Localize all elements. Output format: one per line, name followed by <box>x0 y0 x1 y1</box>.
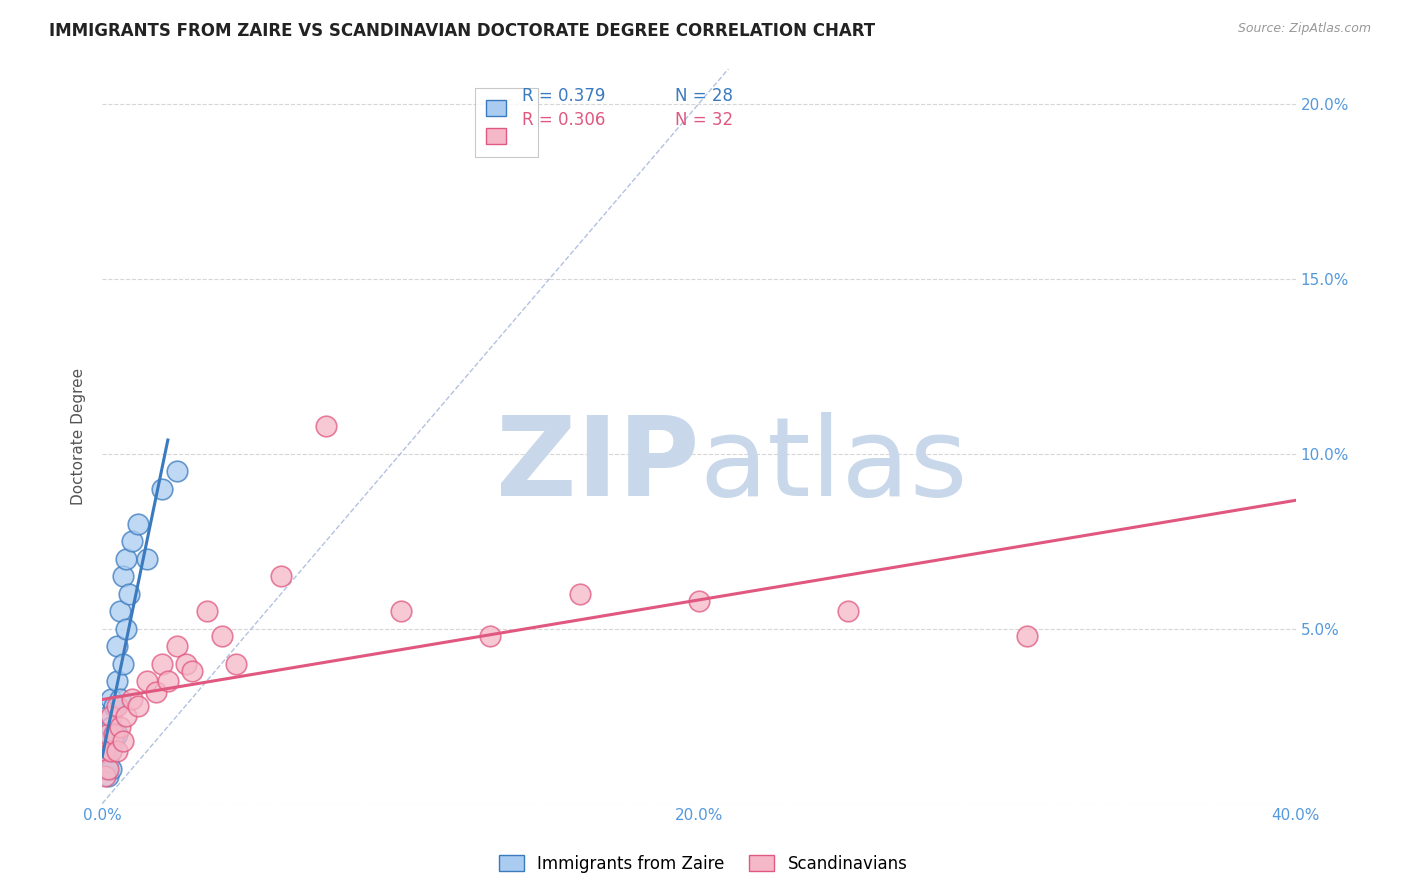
Point <box>121 691 143 706</box>
Point <box>112 657 135 671</box>
Point <box>315 418 337 433</box>
Y-axis label: Doctorate Degree: Doctorate Degree <box>72 368 86 505</box>
Point <box>97 762 120 776</box>
Point <box>100 744 122 758</box>
Point <box>100 762 122 776</box>
Point <box>100 691 122 706</box>
Point <box>105 698 128 713</box>
Point <box>174 657 197 671</box>
Point <box>105 674 128 689</box>
Point <box>94 726 117 740</box>
Point <box>837 604 859 618</box>
Text: ZIP: ZIP <box>495 412 699 519</box>
Point <box>166 639 188 653</box>
Point <box>145 684 167 698</box>
Point <box>100 744 122 758</box>
Point <box>108 720 131 734</box>
Point <box>150 657 173 671</box>
Text: R = 0.379: R = 0.379 <box>522 87 606 104</box>
Point <box>688 593 710 607</box>
Point <box>108 691 131 706</box>
Point <box>225 657 247 671</box>
Point <box>1015 629 1038 643</box>
Point <box>97 769 120 783</box>
Point <box>115 622 138 636</box>
Text: atlas: atlas <box>699 412 967 519</box>
Text: N = 28: N = 28 <box>675 87 733 104</box>
Point <box>127 698 149 713</box>
Point <box>150 482 173 496</box>
Legend: Immigrants from Zaire, Scandinavians: Immigrants from Zaire, Scandinavians <box>492 848 914 880</box>
Point <box>94 769 117 783</box>
Point <box>127 516 149 531</box>
Legend:   ,   : , <box>474 88 538 157</box>
Point <box>105 639 128 653</box>
Point <box>103 733 125 747</box>
Text: N = 32: N = 32 <box>675 111 733 129</box>
Point <box>97 755 120 769</box>
Point <box>270 569 292 583</box>
Point <box>211 629 233 643</box>
Point <box>97 709 120 723</box>
Point <box>568 586 591 600</box>
Point <box>105 744 128 758</box>
Point <box>100 709 122 723</box>
Point <box>115 551 138 566</box>
Point <box>94 744 117 758</box>
Point <box>118 586 141 600</box>
Point <box>108 604 131 618</box>
Text: R = 0.306: R = 0.306 <box>522 111 606 129</box>
Point <box>94 744 117 758</box>
Point <box>166 464 188 478</box>
Point <box>389 604 412 618</box>
Point <box>479 629 502 643</box>
Point <box>136 674 159 689</box>
Point <box>121 534 143 549</box>
Point <box>94 762 117 776</box>
Point <box>103 726 125 740</box>
Point <box>112 569 135 583</box>
Point <box>112 733 135 747</box>
Point <box>103 698 125 713</box>
Point <box>195 604 218 618</box>
Point <box>100 720 122 734</box>
Point <box>97 726 120 740</box>
Text: IMMIGRANTS FROM ZAIRE VS SCANDINAVIAN DOCTORATE DEGREE CORRELATION CHART: IMMIGRANTS FROM ZAIRE VS SCANDINAVIAN DO… <box>49 22 876 40</box>
Point <box>156 674 179 689</box>
Point <box>136 551 159 566</box>
Point <box>180 664 202 678</box>
Point <box>115 709 138 723</box>
Text: Source: ZipAtlas.com: Source: ZipAtlas.com <box>1237 22 1371 36</box>
Point <box>97 733 120 747</box>
Point <box>105 726 128 740</box>
